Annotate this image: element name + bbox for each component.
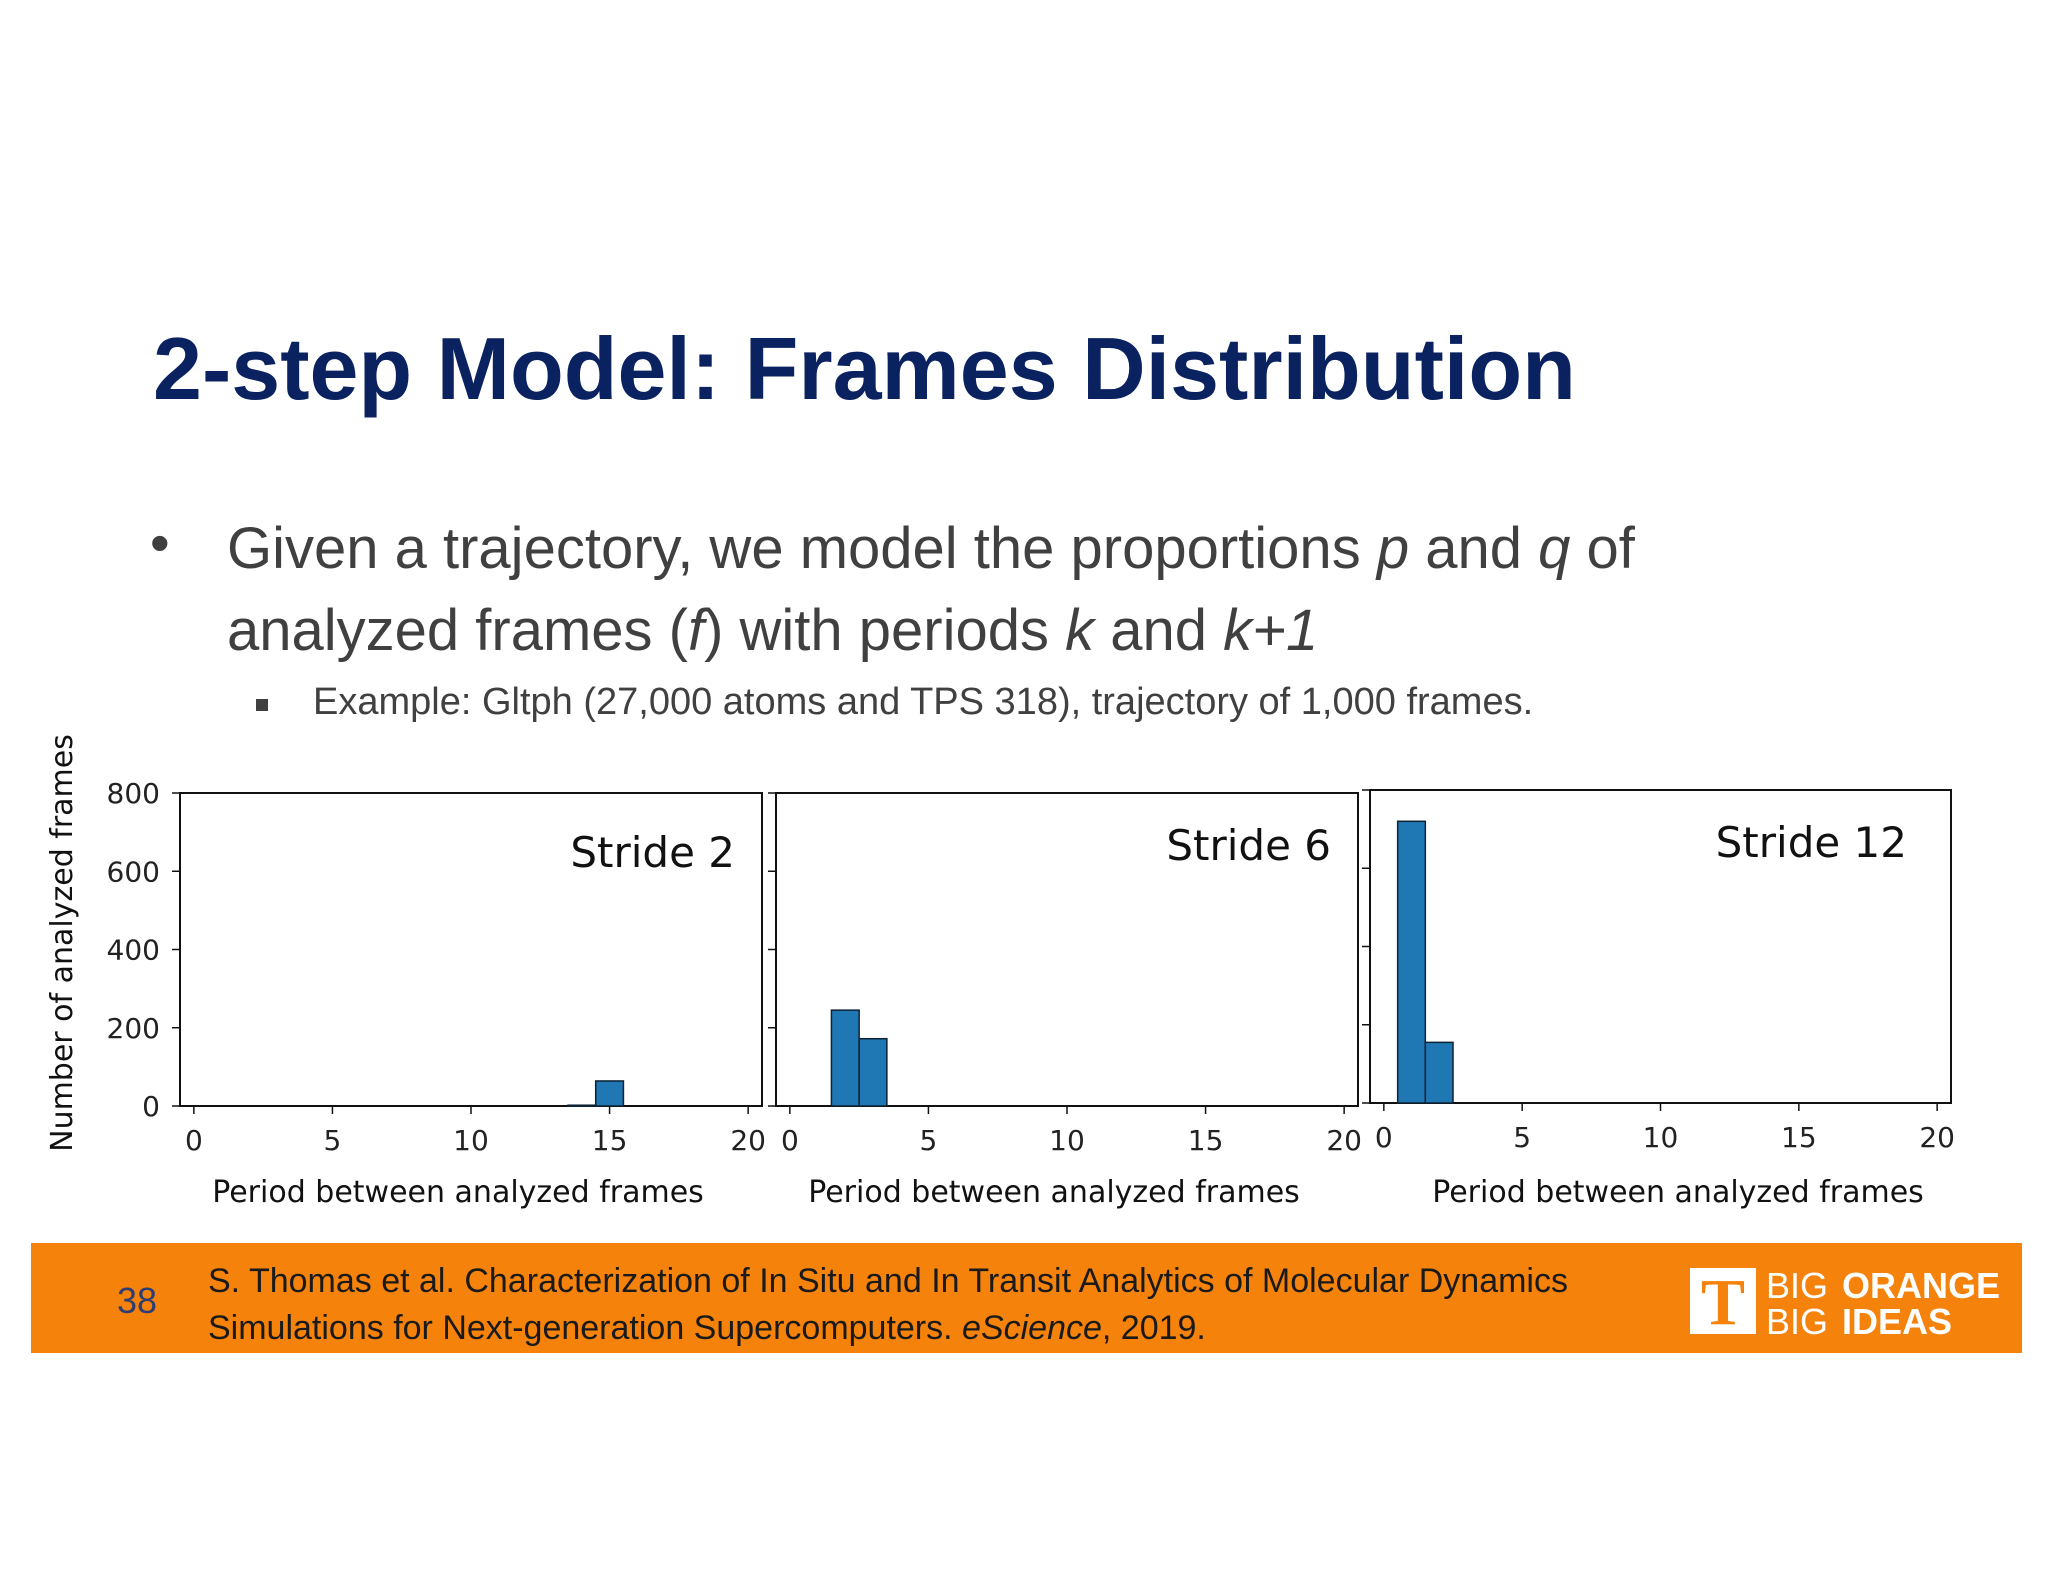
y-tick-label: 800 (107, 777, 160, 810)
x-tick-label: 0 (185, 1124, 203, 1157)
logo-t-box (1690, 1268, 1756, 1334)
variable-k: k (1065, 598, 1095, 663)
histogram-bar (858, 1037, 888, 1107)
x-axis-label: Period between analyzed frames (212, 1175, 704, 1210)
plot-frame (1369, 789, 1952, 1104)
x-tick-label: 5 (920, 1124, 938, 1157)
x-tick-label: 20 (1919, 1121, 1955, 1154)
citation: S. Thomas et al. Characterization of In … (208, 1258, 1658, 1352)
y-tick-label: 400 (107, 934, 160, 967)
y-tick-label: 200 (107, 1012, 160, 1045)
x-tick-label: 10 (453, 1124, 489, 1157)
x-tick-label: 15 (1781, 1121, 1817, 1154)
citation-line-1: S. Thomas et al. Characterization of In … (208, 1262, 1568, 1300)
histogram-bar (1396, 820, 1427, 1104)
x-tick-label: 20 (1326, 1124, 1362, 1157)
logo-t-letter: T (1701, 1266, 1745, 1336)
citation-line-2: Simulations for Next-generation Supercom… (208, 1305, 1658, 1352)
venue-name: eScience (962, 1309, 1102, 1347)
variable-p: p (1376, 516, 1410, 581)
logo-big-2: BIG (1766, 1301, 1828, 1336)
citation-year: , 2019. (1101, 1309, 1206, 1347)
citation-text: Simulations for Next-generation Supercom… (208, 1309, 963, 1347)
variable-k-plus-1: k+1 (1223, 598, 1319, 663)
x-axis-label: Period between analyzed frames (808, 1175, 1300, 1210)
y-tick-label: 0 (142, 1090, 160, 1123)
y-tick-label: 600 (107, 855, 160, 888)
bullet-marker: • (150, 511, 170, 574)
big-orange-big-ideas-logo: T BIG ORANGE BIG IDEAS (1690, 1265, 2000, 1336)
logo-big-1: BIG (1766, 1265, 1828, 1306)
x-tick-label: 5 (324, 1124, 342, 1157)
x-tick-label: 15 (1188, 1124, 1224, 1157)
sub-bullet-text: Example: Gltph (27,000 atoms and TPS 318… (313, 681, 1534, 723)
plot-frame (179, 792, 763, 1107)
bullet-text-part: and (1409, 516, 1539, 581)
histogram-bar (1424, 1041, 1454, 1104)
histogram-bar (567, 1104, 597, 1107)
stride-annotation: Stride 6 (1166, 821, 1331, 870)
variable-q: q (1538, 516, 1571, 581)
page-number: 38 (117, 1280, 158, 1321)
logo-ideas: IDEAS (1842, 1301, 1952, 1336)
logo-orange: ORANGE (1842, 1265, 2000, 1306)
bullet-text-part: and (1094, 598, 1224, 663)
slide-title: 2-step Model: Frames Distribution (153, 319, 1576, 418)
x-axis-label: Period between analyzed frames (1432, 1175, 1924, 1210)
histogram-bar (830, 1009, 860, 1107)
bullet-text: Given a trajectory, we model the proport… (227, 508, 1787, 672)
bullet-text-part: of analyzed frames ( (227, 516, 1635, 663)
bullet-text-part: Given a trajectory, we model the proport… (227, 516, 1377, 581)
variable-f: f (687, 598, 705, 663)
histogram-bar (594, 1080, 625, 1107)
x-tick-label: 20 (730, 1124, 766, 1157)
y-axis-label: Number of analyzed frames (45, 734, 80, 1152)
x-tick-label: 15 (592, 1124, 628, 1157)
bullet-text-part: ) with periods (704, 598, 1066, 663)
stride-annotation: Stride 12 (1716, 818, 1907, 867)
stride-annotation: Stride 2 (570, 828, 735, 877)
x-tick-label: 10 (1049, 1124, 1085, 1157)
x-tick-label: 10 (1643, 1121, 1679, 1154)
x-tick-label: 0 (781, 1124, 799, 1157)
x-tick-label: 0 (1375, 1121, 1393, 1154)
sub-bullet-marker (256, 699, 268, 711)
x-tick-label: 5 (1513, 1121, 1531, 1154)
